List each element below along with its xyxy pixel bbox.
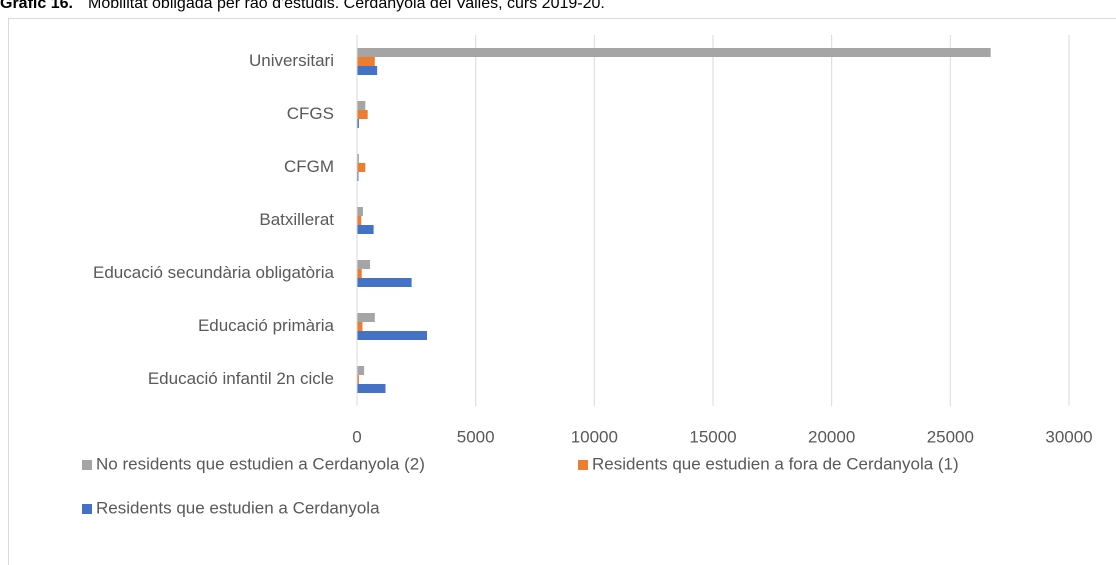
- y-tick-label: CFGS: [287, 104, 334, 123]
- legend-swatch: [578, 460, 588, 470]
- bar: [357, 101, 366, 110]
- legend-swatch: [82, 460, 92, 470]
- x-tick-label: 5000: [457, 427, 495, 446]
- bar: [357, 225, 374, 234]
- bar: [357, 216, 362, 225]
- bar: [357, 375, 359, 384]
- y-tick-label: Batxillerat: [259, 210, 334, 229]
- bar: [357, 207, 363, 216]
- chart-frame: [8, 18, 1116, 565]
- bar: [357, 331, 428, 340]
- legend-swatch: [82, 504, 92, 514]
- bar: [357, 119, 359, 128]
- bar: [357, 322, 363, 331]
- y-tick-label: Educació secundària obligatòria: [93, 263, 335, 282]
- x-tick-label: 30000: [1045, 427, 1092, 446]
- x-tick-label: 25000: [927, 427, 974, 446]
- legend-label: No residents que estudien a Cerdanyola (…: [96, 454, 425, 473]
- bar: [357, 269, 362, 278]
- y-tick-label: Universitari: [249, 51, 334, 70]
- bar: [357, 66, 378, 75]
- bar: [357, 260, 371, 269]
- x-tick-label: 20000: [808, 427, 855, 446]
- y-tick-label: CFGM: [284, 157, 334, 176]
- bar: [357, 48, 991, 57]
- bar: [357, 57, 375, 66]
- bar: [357, 278, 412, 287]
- chart-title: Mobilitat obligada per raó d'estudis. Ce…: [88, 0, 605, 12]
- bar: [357, 110, 368, 119]
- bar: [357, 154, 359, 163]
- bar: [357, 172, 359, 181]
- y-tick-label: Educació primària: [198, 316, 335, 335]
- x-tick-label: 0: [352, 427, 361, 446]
- figure-label: Gràfic 16.: [0, 0, 73, 12]
- bar: [357, 366, 365, 375]
- x-tick-label: 15000: [689, 427, 736, 446]
- x-tick-label: 10000: [571, 427, 618, 446]
- bar: [357, 384, 386, 393]
- legend-label: Residents que estudien a fora de Cerdany…: [592, 454, 959, 473]
- legend-label: Residents que estudien a Cerdanyola: [96, 498, 380, 517]
- bar: [357, 163, 366, 172]
- bar: [357, 313, 375, 322]
- y-tick-label: Educació infantil 2n cicle: [148, 369, 334, 388]
